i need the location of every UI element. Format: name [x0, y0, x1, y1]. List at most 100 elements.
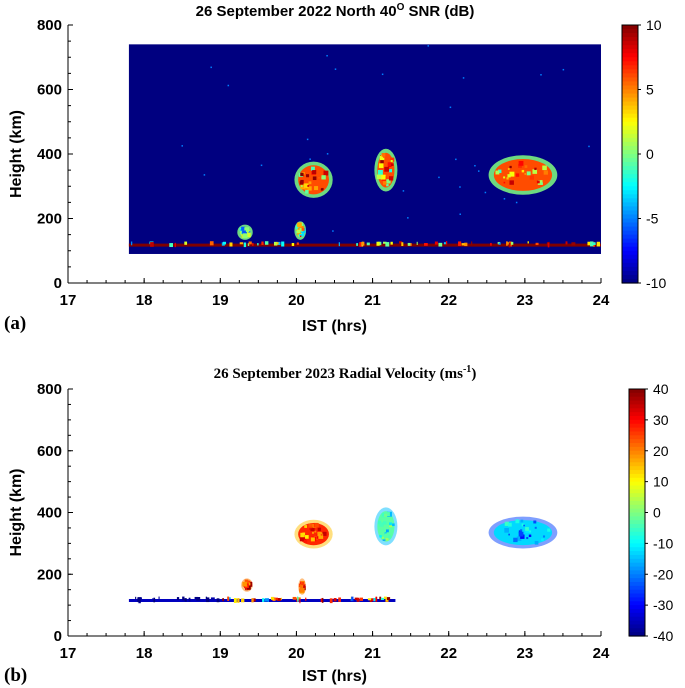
- noise-speck: [203, 174, 206, 176]
- colorbar-segment: [622, 93, 638, 99]
- layer-speck: [438, 242, 443, 247]
- layer-speck: [416, 241, 418, 246]
- patch-speck: [495, 170, 500, 175]
- layer-speck: [137, 597, 141, 603]
- patch-speck: [520, 529, 523, 532]
- patch-speck: [304, 525, 308, 528]
- layer-speck: [222, 241, 227, 245]
- layer-speck: [385, 242, 390, 247]
- colorbar-segment: [622, 230, 638, 236]
- colorbar-segment: [622, 158, 638, 163]
- colorbar-tick-label: 5: [646, 82, 654, 98]
- patch-speck: [534, 167, 537, 171]
- patch-speck: [301, 581, 305, 586]
- colorbar-segment: [622, 97, 638, 103]
- layer-speck: [248, 241, 252, 245]
- patch-speck: [317, 531, 322, 537]
- colorbar-segment: [629, 608, 645, 614]
- noise-speck: [381, 73, 384, 76]
- x-tick-label: 18: [136, 645, 153, 662]
- colorbar-segment: [629, 531, 645, 537]
- layer-speck: [333, 598, 337, 602]
- patch-speck: [320, 188, 323, 191]
- layer-speck: [247, 243, 250, 246]
- y-tick-label: 0: [54, 275, 62, 292]
- patch-speck: [534, 540, 539, 545]
- colorbar-tick-label: -20: [653, 566, 673, 582]
- layer-speck: [366, 242, 370, 246]
- patch-speck: [390, 160, 393, 163]
- colorbar-segment: [629, 477, 645, 483]
- patch-speck: [503, 181, 506, 184]
- colorbar-segment: [622, 214, 638, 220]
- patch-speck: [247, 582, 251, 586]
- noise-speck: [407, 217, 409, 219]
- colorbar-segment: [629, 408, 645, 413]
- colorbar-tick-label: -10: [653, 535, 673, 551]
- colorbar-segment: [629, 593, 645, 599]
- colorbar-tick-label: 40: [653, 381, 669, 397]
- colorbar-segment: [622, 73, 638, 79]
- layer-speck: [257, 243, 259, 246]
- colorbar-segment: [622, 25, 638, 30]
- colorbar-segment: [622, 234, 638, 240]
- x-tick-label: 18: [136, 292, 153, 309]
- layer-speck: [169, 243, 173, 248]
- colorbar-tick-label: -30: [653, 597, 673, 613]
- layer-speck: [261, 241, 264, 245]
- patch-speck: [532, 169, 538, 174]
- colorbar-segment: [622, 194, 638, 199]
- layer-speck: [443, 242, 447, 245]
- colorbar-segment: [622, 77, 638, 83]
- patch-speck: [509, 180, 514, 185]
- colorbar-tick-label: 0: [653, 505, 661, 521]
- colorbar-segment: [629, 628, 645, 633]
- noise-speck: [515, 201, 518, 204]
- echo-patch-3: [488, 516, 558, 549]
- patch-speck: [386, 179, 391, 184]
- colorbar-tick-label: -10: [646, 275, 666, 291]
- patch-speck: [310, 526, 315, 532]
- noise-speck: [455, 158, 457, 161]
- noise-speck: [306, 138, 309, 141]
- colorbar-segment: [622, 262, 638, 268]
- noise-speck: [309, 158, 311, 160]
- chart-title: 26 September 2023 Radial Velocity (ms-1): [214, 364, 477, 382]
- patch-speck: [299, 181, 304, 185]
- patch-speck: [300, 184, 306, 190]
- patch-speck: [526, 537, 529, 540]
- patch-speck: [390, 163, 394, 166]
- patch-speck: [524, 165, 528, 168]
- colorbar-segment: [629, 481, 645, 487]
- colorbar-segment: [629, 570, 645, 575]
- colorbar-segment: [629, 578, 645, 583]
- colorbar-tick-label: 0: [646, 146, 654, 162]
- layer-speck: [510, 241, 514, 245]
- colorbar-segment: [629, 574, 645, 579]
- patch-speck: [506, 177, 509, 180]
- patch-speck: [299, 234, 301, 236]
- layer-speck: [281, 241, 285, 247]
- colorbar-segment: [629, 547, 645, 552]
- patch-speck: [300, 232, 305, 237]
- patch-speck: [384, 532, 387, 535]
- patch-speck: [498, 169, 502, 173]
- colorbar-segment: [629, 392, 645, 398]
- patch-speck: [525, 527, 529, 531]
- layer-speck: [461, 243, 465, 246]
- colorbar-segment: [622, 109, 638, 115]
- patch-speck: [299, 584, 303, 588]
- layer-speck: [229, 242, 233, 247]
- colorbar: 10 5 0 -5 -10: [621, 17, 666, 291]
- patch-speck: [306, 174, 310, 178]
- noise-speck: [459, 213, 461, 215]
- noise-speck: [588, 145, 590, 148]
- patch-speck: [305, 535, 309, 539]
- colorbar-segment: [622, 258, 638, 264]
- patch-speck: [520, 519, 524, 523]
- layer-core: [128, 243, 601, 247]
- layer-speck: [445, 241, 448, 245]
- layer-speck: [356, 243, 358, 246]
- patch-speck: [504, 521, 509, 526]
- x-tick-label: 24: [593, 292, 610, 309]
